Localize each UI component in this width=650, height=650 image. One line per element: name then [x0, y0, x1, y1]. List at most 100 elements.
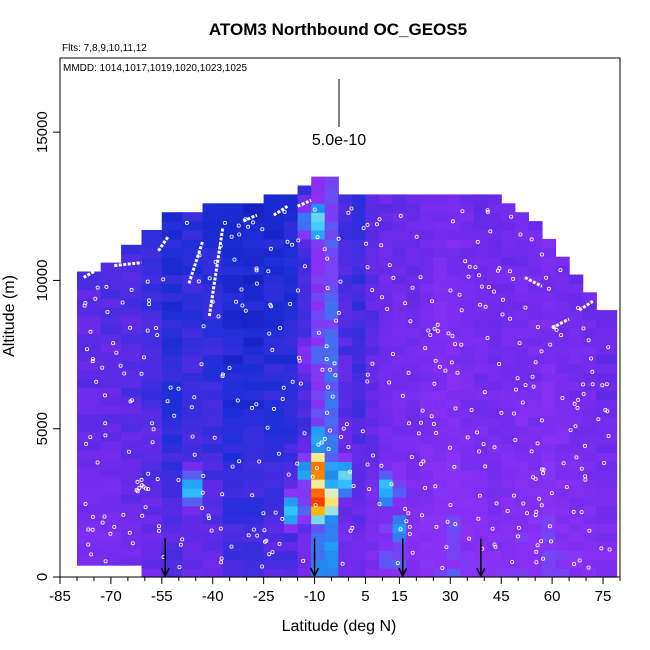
heatmap-cell — [263, 212, 285, 222]
sample-point — [102, 514, 107, 519]
heatmap-cell — [514, 345, 529, 356]
sample-point — [408, 319, 413, 324]
heatmap-cell — [392, 541, 407, 551]
heatmap-cell — [284, 274, 299, 284]
sample-point — [546, 286, 551, 291]
heatmap-cell — [433, 247, 448, 258]
heatmap-cell — [555, 256, 570, 267]
heatmap-cell — [365, 372, 380, 382]
flight-arrow-head — [160, 567, 170, 578]
heatmap-cell — [297, 408, 312, 418]
heatmap-cell — [379, 203, 394, 213]
heatmap-cell — [351, 550, 367, 560]
sample-point — [330, 394, 335, 399]
heatmap-cell — [263, 310, 285, 320]
heatmap-cell — [514, 488, 529, 498]
sample-point — [600, 383, 605, 388]
heatmap-cell — [284, 221, 299, 231]
heatmap-cell — [202, 532, 224, 542]
heatmap-cell — [202, 559, 224, 569]
heatmap-cell — [460, 514, 475, 525]
heatmap-cell — [365, 568, 380, 578]
heatmap-cell — [263, 470, 285, 480]
heatmap-cell — [474, 505, 489, 516]
sample-point — [390, 351, 395, 356]
heatmap-cell — [474, 514, 489, 525]
heatmap-cell — [311, 505, 326, 516]
heatmap-cell — [379, 247, 394, 258]
heatmap-cell — [284, 434, 299, 445]
sample-point — [271, 406, 276, 411]
sample-point — [494, 501, 499, 506]
heatmap-cell — [182, 505, 204, 516]
sample-point — [549, 539, 554, 544]
heatmap-cell — [541, 345, 557, 356]
sample-point — [156, 529, 161, 534]
heatmap-cell — [582, 488, 597, 498]
sample-point — [212, 435, 217, 440]
sample-point — [370, 288, 375, 293]
sample-point — [583, 477, 588, 482]
heatmap-cell — [569, 416, 584, 427]
sample-point — [288, 301, 293, 306]
heatmap-cell — [100, 369, 122, 379]
sample-point — [237, 232, 242, 237]
heatmap-cell — [460, 301, 475, 311]
heatmap-cell — [392, 301, 407, 311]
sample-point — [334, 318, 339, 323]
heatmap-cell — [487, 363, 502, 373]
heatmap-cell — [487, 550, 502, 560]
heatmap-cell — [100, 467, 122, 477]
heatmap-cell — [379, 221, 394, 231]
heatmap-cell — [311, 319, 326, 329]
sample-point — [143, 486, 148, 491]
heatmap-cell — [324, 381, 339, 391]
heatmap-cell — [365, 488, 380, 498]
heatmap-cell — [392, 354, 407, 365]
sample-point — [84, 441, 89, 446]
heatmap-cell — [297, 470, 312, 480]
sample-point — [434, 430, 439, 435]
heatmap-cell — [365, 194, 380, 204]
sample-point — [429, 299, 434, 304]
heatmap-cell — [446, 372, 462, 382]
heatmap-cell — [474, 327, 489, 338]
heatmap-cell — [474, 274, 489, 284]
heatmap-cell — [379, 292, 394, 302]
heatmap-cell — [77, 396, 102, 406]
heatmap-cell — [182, 345, 204, 356]
heatmap-cell — [161, 559, 183, 569]
sample-point — [254, 402, 259, 407]
heatmap-cell — [161, 372, 183, 382]
sample-point — [539, 252, 544, 257]
heatmap-cell — [324, 292, 339, 302]
sample-point — [459, 308, 464, 313]
heatmap-cell — [365, 461, 380, 471]
heatmap-cell — [141, 408, 163, 418]
heatmap-cell — [222, 479, 244, 489]
heatmap-cell — [77, 413, 102, 424]
x-tick-label: 60 — [544, 588, 561, 605]
sample-point — [582, 443, 587, 448]
heatmap-cell — [338, 372, 353, 382]
heatmap-cell — [419, 363, 434, 373]
heatmap-cell — [182, 461, 204, 471]
heatmap-cell — [392, 434, 407, 445]
heatmap-cell — [541, 292, 557, 302]
sample-point — [234, 299, 239, 304]
heatmap-cell — [202, 274, 224, 284]
heatmap-cell — [338, 265, 353, 276]
heatmap-cell — [501, 381, 516, 391]
sample-point — [232, 257, 237, 262]
sample-point — [180, 537, 185, 542]
heatmap-cell — [582, 292, 597, 302]
flight-track-segment — [578, 299, 594, 312]
heatmap-cell — [311, 274, 326, 284]
heatmap-cell — [222, 319, 244, 329]
heatmap-cell — [528, 354, 543, 365]
heatmap-cell — [487, 514, 502, 525]
sample-point — [86, 527, 91, 532]
heatmap-cell — [433, 550, 448, 560]
sample-point — [379, 463, 384, 468]
sample-point — [129, 398, 134, 403]
